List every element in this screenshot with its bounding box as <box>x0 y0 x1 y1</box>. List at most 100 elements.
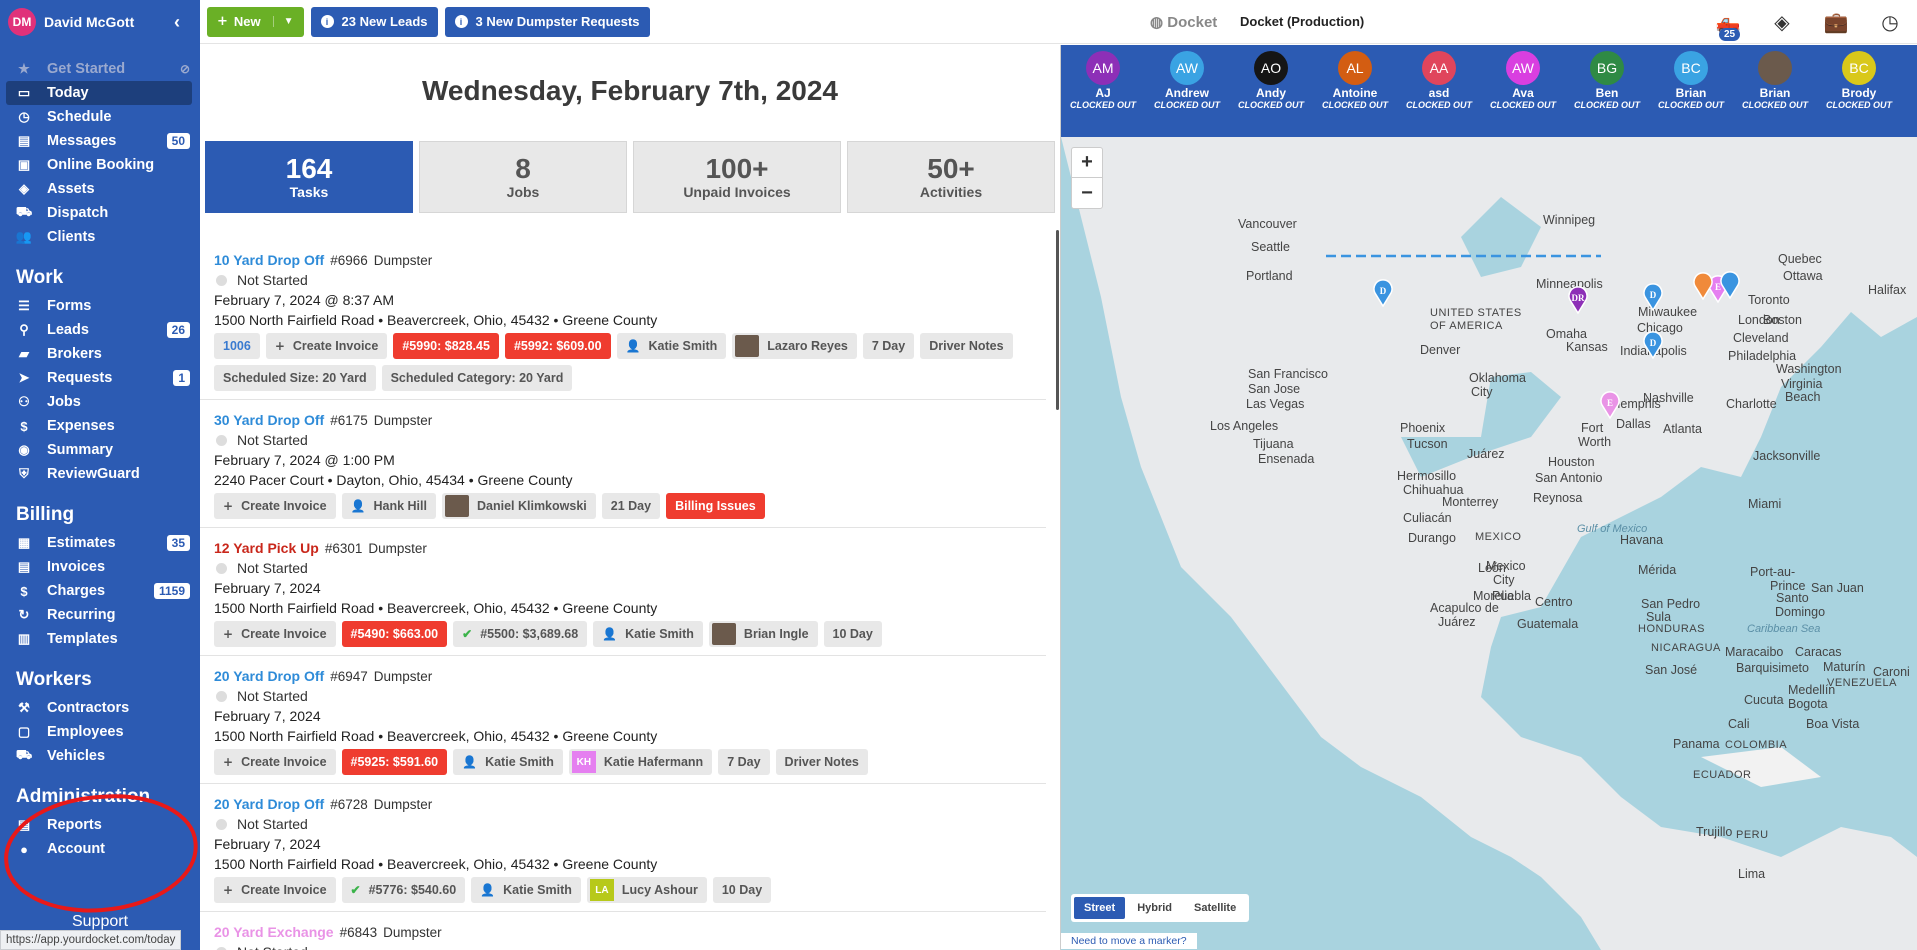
task-tag[interactable]: ✔ #5500: $3,689.68 <box>453 621 588 647</box>
sidebar-item-employees[interactable]: ▢ Employees <box>0 720 200 744</box>
stat-tab-unpaid-invoices[interactable]: 100+ Unpaid Invoices <box>633 141 841 213</box>
sidebar-item-get-started[interactable]: ★ Get Started ⊘ <box>0 57 200 81</box>
sidebar-item-leads[interactable]: ⚲ Leads 26 <box>0 318 200 342</box>
task-tag[interactable]: Scheduled Size: 20 Yard <box>214 365 376 391</box>
truck-notification-icon[interactable]: 🛻 25 <box>1715 11 1741 41</box>
task-title[interactable]: 20 Yard Exchange <box>214 924 334 940</box>
task-title[interactable]: 10 Yard Drop Off <box>214 252 325 268</box>
sidebar-item-today[interactable]: ▭ Today <box>6 81 192 105</box>
sidebar-item-contractors[interactable]: ⚒ Contractors <box>0 696 200 720</box>
map[interactable]: Vancouver Seattle Portland Winnipeg Minneapo… <box>1061 137 1917 950</box>
sidebar-item-requests[interactable]: ➤ Requests 1 <box>0 366 200 390</box>
worker-card[interactable]: AW Andrew CLOCKED OUT <box>1145 45 1229 137</box>
map-marker-icon[interactable]: E <box>1599 391 1621 420</box>
briefcase-icon[interactable]: 💼 <box>1823 11 1849 34</box>
sidebar-item-reviewguard[interactable]: ⛨ ReviewGuard <box>0 462 200 486</box>
sidebar-item-recurring[interactable]: ↻ Recurring <box>0 603 200 627</box>
avatar[interactable]: DM <box>8 8 36 36</box>
worker-card[interactable]: AM AJ CLOCKED OUT <box>1061 45 1145 137</box>
sidebar-item-charges[interactable]: $ Charges 1159 <box>0 579 200 603</box>
sidebar-item-online-booking[interactable]: ▣ Online Booking <box>0 153 200 177</box>
map-marker-icon[interactable]: DR <box>1567 286 1589 315</box>
sidebar-item-templates[interactable]: ▥ Templates <box>0 627 200 651</box>
task-tag[interactable]: Scheduled Category: 20 Yard <box>381 365 573 391</box>
worker-card[interactable]: AO Andy CLOCKED OUT <box>1229 45 1313 137</box>
task-tag[interactable]: 👤 Katie Smith <box>616 333 727 359</box>
task-tag[interactable]: 10 Day <box>823 621 882 647</box>
task-tag[interactable]: #5490: $663.00 <box>341 621 448 647</box>
task-tag[interactable]: ✔ #5776: $540.60 <box>341 877 466 903</box>
chevron-left-icon[interactable]: ‹ <box>174 11 180 32</box>
task-tag[interactable]: 👤 Katie Smith <box>471 877 581 903</box>
sidebar-item-brokers[interactable]: ▰ Brokers <box>0 342 200 366</box>
task-tag[interactable]: Billing Issues <box>666 493 765 519</box>
stat-tab-tasks[interactable]: 164 Tasks <box>205 141 413 213</box>
worker-card[interactable]: AA asd CLOCKED OUT <box>1397 45 1481 137</box>
task-tag[interactable]: 1006 <box>214 333 260 359</box>
sidebar-item-estimates[interactable]: ▦ Estimates 35 <box>0 531 200 555</box>
zoom-in-button[interactable]: + <box>1072 148 1102 178</box>
map-marker-icon[interactable]: D <box>1642 283 1664 312</box>
worker-card[interactable]: Brian CLOCKED OUT <box>1733 45 1817 137</box>
task-tag[interactable]: 10 Day <box>712 877 772 903</box>
zoom-out-button[interactable]: − <box>1081 181 1093 204</box>
task-tag[interactable]: 7 Day <box>862 333 915 359</box>
task-tag[interactable]: 21 Day <box>601 493 661 519</box>
worker-card[interactable]: BC Brian CLOCKED OUT <box>1649 45 1733 137</box>
worker-card[interactable]: CL <box>1901 45 1917 137</box>
task-tag[interactable]: + Create Invoice <box>214 877 336 903</box>
task-title[interactable]: 20 Yard Drop Off <box>214 796 325 812</box>
task-tag[interactable]: KH Katie Hafermann <box>568 749 713 775</box>
sidebar-item-vehicles[interactable]: ⛟ Vehicles <box>0 744 200 768</box>
task-tag[interactable]: Lazaro Reyes <box>732 333 857 359</box>
task-title[interactable]: 30 Yard Drop Off <box>214 412 325 428</box>
new-button[interactable]: + New ▼ <box>207 6 304 37</box>
task-title[interactable]: 12 Yard Pick Up <box>214 540 319 556</box>
task-tag[interactable]: 👤 Katie Smith <box>453 749 563 775</box>
sidebar-item-forms[interactable]: ☰ Forms <box>0 294 200 318</box>
sidebar-item-summary[interactable]: ◉ Summary <box>0 438 200 462</box>
hide-icon[interactable]: ⊘ <box>179 62 190 76</box>
sidebar-item-messages[interactable]: ▤ Messages 50 <box>0 129 200 153</box>
sidebar-item-reports[interactable]: ▤ Reports <box>0 813 200 837</box>
user-name[interactable]: David McGott <box>44 13 135 30</box>
scrollbar[interactable] <box>1056 230 1059 410</box>
new-leads-button[interactable]: i 23 New Leads <box>310 6 438 37</box>
sidebar-item-clients[interactable]: 👥 Clients <box>0 225 200 249</box>
move-marker-link[interactable]: Need to move a marker? <box>1061 933 1197 949</box>
map-type-hybrid[interactable]: Hybrid <box>1137 902 1173 914</box>
support-link[interactable]: Support <box>71 913 129 930</box>
map-marker-icon[interactable]: D <box>1642 331 1664 360</box>
task-tag[interactable]: Daniel Klimkowski <box>441 493 596 519</box>
worker-card[interactable]: AW Ava CLOCKED OUT <box>1481 45 1565 137</box>
layers-icon[interactable]: ◈ <box>1774 11 1790 34</box>
new-dumpster-requests-button[interactable]: i 3 New Dumpster Requests <box>444 6 650 37</box>
task-tag[interactable]: #5990: $828.45 <box>393 333 499 359</box>
worker-card[interactable]: BG Ben CLOCKED OUT <box>1565 45 1649 137</box>
sidebar-item-jobs[interactable]: ⚇ Jobs <box>0 390 200 414</box>
map-marker-icon[interactable] <box>1719 271 1741 300</box>
task-tag[interactable]: #5925: $591.60 <box>341 749 448 775</box>
task-tag[interactable]: + Create Invoice <box>265 333 388 359</box>
map-type-satellite[interactable]: Satellite <box>1194 902 1237 914</box>
task-tag[interactable]: Driver Notes <box>775 749 868 775</box>
stat-tab-jobs[interactable]: 8 Jobs <box>419 141 627 213</box>
map-marker-icon[interactable]: D <box>1372 279 1394 308</box>
clock-add-icon[interactable]: ◷ <box>1881 11 1899 34</box>
task-tag[interactable]: #5992: $609.00 <box>504 333 611 359</box>
stat-tab-activities[interactable]: 50+ Activities <box>847 141 1055 213</box>
task-tag[interactable]: LA Lucy Ashour <box>586 877 707 903</box>
sidebar-item-dispatch[interactable]: ⛟ Dispatch <box>0 201 200 225</box>
sidebar-item-assets[interactable]: ◈ Assets <box>0 177 200 201</box>
task-tag[interactable]: 👤 Katie Smith <box>593 621 703 647</box>
sidebar-item-expenses[interactable]: $ Expenses <box>0 414 200 438</box>
caret-down-icon[interactable]: ▼ <box>272 16 294 27</box>
worker-card[interactable]: BC Brody CLOCKED OUT <box>1817 45 1901 137</box>
user-profile[interactable]: DM David McGott ‹ <box>0 0 200 44</box>
sidebar-item-schedule[interactable]: ◷ Schedule <box>0 105 200 129</box>
map-marker-icon[interactable] <box>1692 272 1714 301</box>
sidebar-item-account[interactable]: ● Account <box>0 837 200 861</box>
task-tag[interactable]: + Create Invoice <box>214 749 336 775</box>
task-tag[interactable]: + Create Invoice <box>214 493 336 519</box>
sidebar-item-invoices[interactable]: ▤ Invoices <box>0 555 200 579</box>
